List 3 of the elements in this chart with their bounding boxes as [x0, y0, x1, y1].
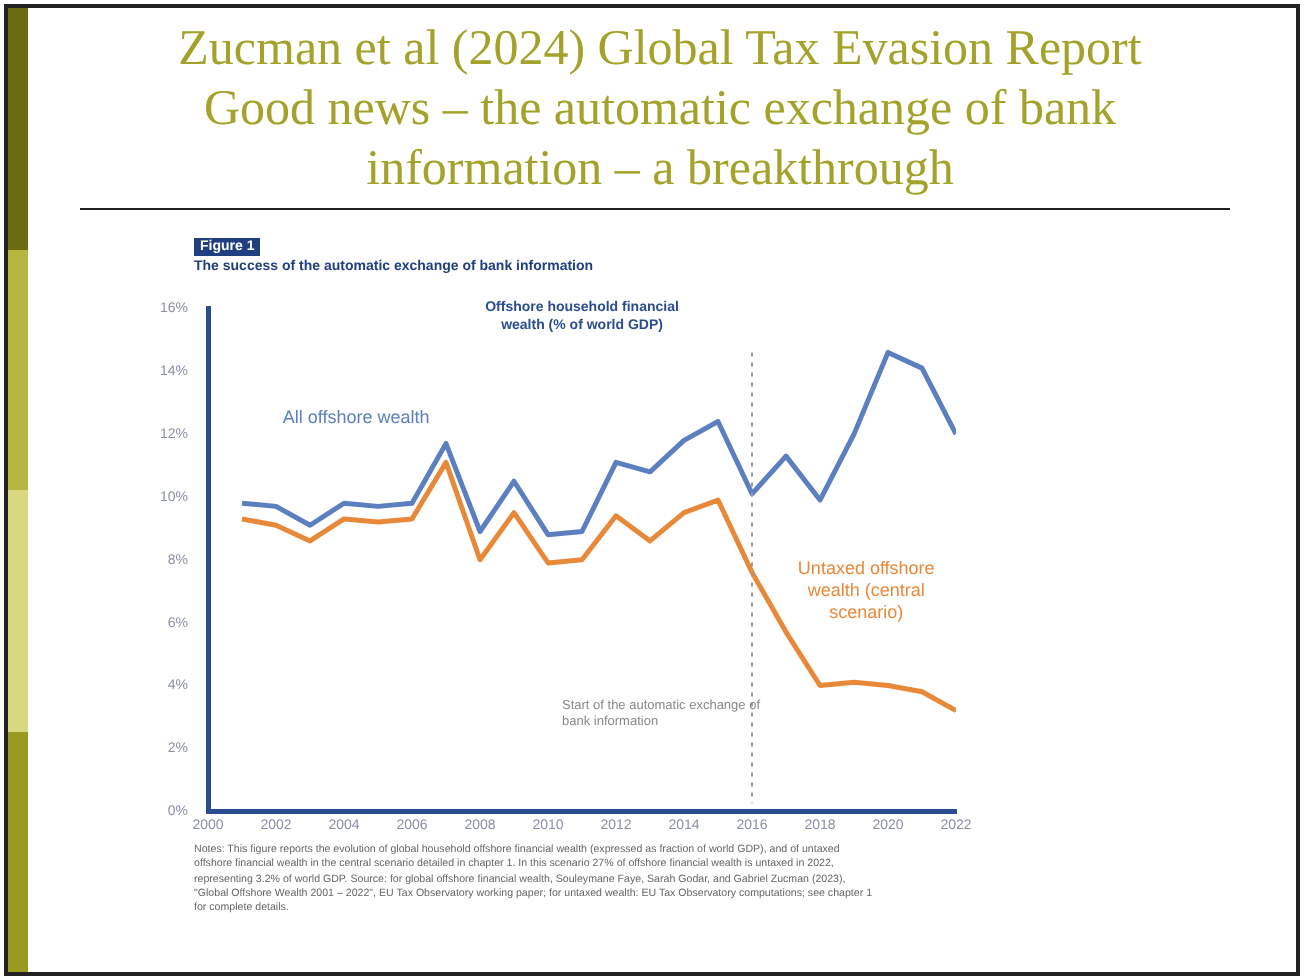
chart-title: Zucman et al (2024) Global Tax Evasion Report Good news – the automatic exchange of bank information – a breakthrough	[176, 20, 1144, 200]
series-label: All offshore wealth	[282, 406, 430, 427]
series-label: Untaxed offshore wealth (central scenario)	[797, 557, 935, 622]
